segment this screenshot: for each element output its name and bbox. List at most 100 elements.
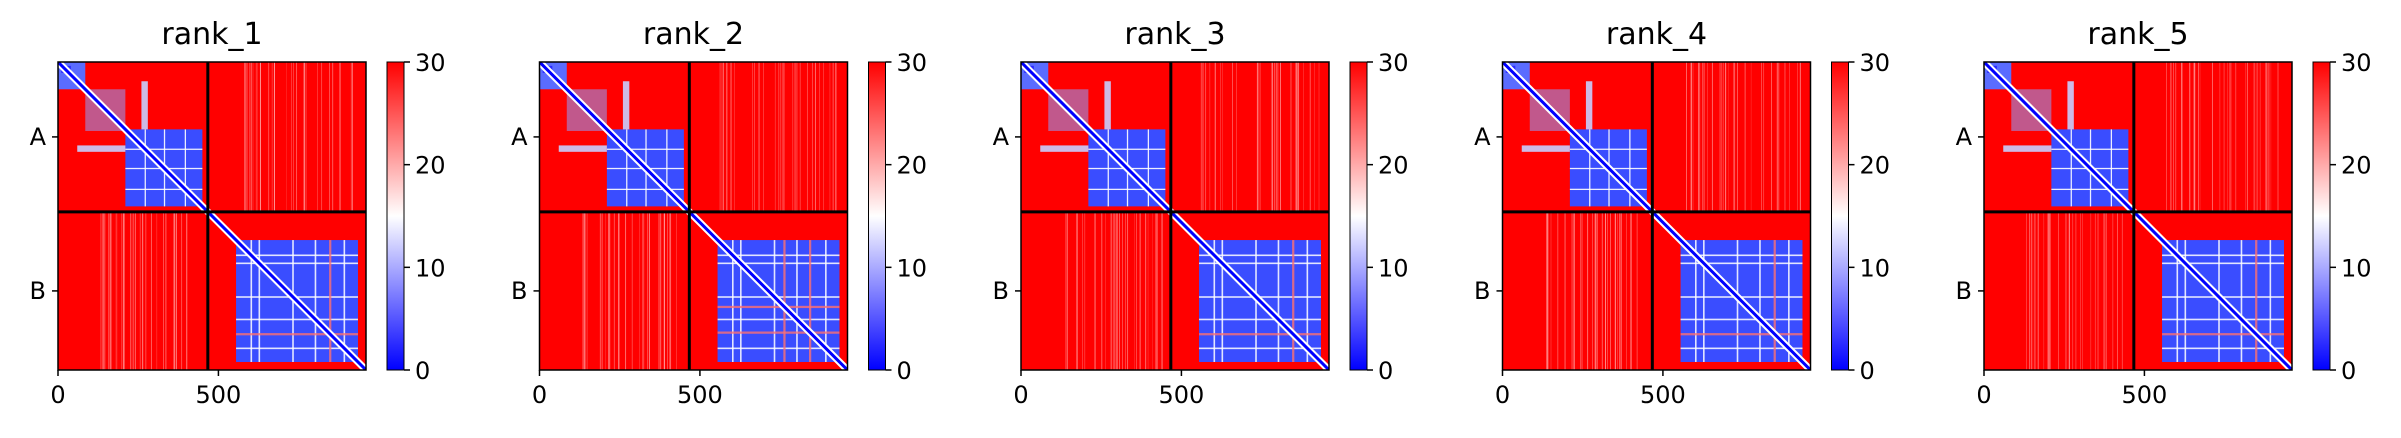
plot-frame (1501, 61, 1812, 371)
pae-streak (2121, 211, 2123, 370)
pae-streak (783, 62, 785, 212)
pae-streak (2068, 211, 2070, 370)
pae-streak (1776, 62, 1778, 212)
pae-streak (601, 211, 603, 370)
pae-error-band (717, 331, 840, 334)
pae-streak (1557, 211, 1559, 370)
pae-gap-line (2240, 240, 2243, 362)
pae-streak (613, 211, 615, 370)
colorbar-tick-label: 10 (897, 254, 928, 282)
pae-streak (329, 62, 330, 212)
pae-gap-line (1213, 240, 1216, 362)
pae-streak (1630, 211, 1632, 370)
plot-frame (1983, 61, 2293, 371)
panel-title: rank_1 (161, 17, 262, 52)
chain-label-A: A (1474, 123, 1491, 151)
pae-streak (350, 62, 352, 212)
pae-gap-line (2162, 318, 2284, 321)
pae-streak (1596, 211, 1598, 370)
pae-streak (781, 62, 783, 212)
pae-streak (1601, 211, 1603, 370)
pae-gap-line (825, 240, 827, 362)
pae-streak (2211, 62, 2213, 212)
pae-streak (2166, 62, 2167, 212)
pae-streak (1763, 62, 1765, 212)
pae-streak (1214, 62, 1216, 212)
panel-title: rank_2 (643, 17, 744, 52)
x-tick-label: 500 (1640, 381, 1686, 409)
pae-streak (1691, 62, 1693, 212)
pae-linker-band (558, 145, 607, 152)
pae-streak (2246, 62, 2248, 212)
pae-linker-band (1521, 145, 1570, 152)
pae-streak (339, 62, 341, 212)
pae-streak (1711, 62, 1713, 212)
chain-label-A: A (1956, 123, 1973, 151)
pae-streak (1594, 211, 1596, 370)
pae-gap-line (2051, 188, 2129, 191)
pae-gap-line (2269, 240, 2272, 362)
pae-streak (1737, 62, 1738, 212)
pae-streak (1725, 62, 1726, 212)
pae-streak (2198, 62, 2199, 212)
colorbar-tick-label: 20 (897, 152, 928, 180)
pae-streak (1547, 211, 1549, 370)
pae-gap-line (1221, 240, 1224, 362)
colorbar-tick-label: 0 (1378, 357, 1393, 385)
pae-streak (1280, 62, 1281, 212)
pae-streak (2048, 211, 2050, 370)
pae-streak (135, 211, 136, 370)
pae-streak (835, 62, 837, 212)
pae-streak (1065, 211, 1067, 370)
pae-streak (110, 211, 112, 370)
colorbar (386, 61, 405, 371)
pae-streak (1295, 62, 1296, 212)
pae-streak (2235, 62, 2237, 212)
pae-streak (176, 211, 177, 370)
pae-gap-line (236, 318, 358, 321)
pae-streak (1200, 62, 1202, 212)
pae-linker-band (1585, 81, 1593, 130)
pae-streak (1112, 211, 1114, 370)
chain-label-B: B (1474, 277, 1490, 305)
pae-streak (130, 211, 132, 370)
colorbar-tick-label: 30 (415, 49, 446, 77)
pae-gap-line (1088, 188, 1166, 191)
pae-streak (1155, 211, 1156, 370)
pae-gap-line (717, 347, 840, 350)
pae-streak (1619, 211, 1621, 370)
pae-streak (792, 62, 794, 212)
pae-streak (1084, 211, 1086, 370)
pae-streak (754, 62, 755, 212)
pae-streak (1232, 62, 1233, 212)
plot-frame (1020, 61, 1330, 371)
pae-streak (811, 62, 813, 212)
pae-streak (1725, 62, 1727, 212)
pae-gap-line (1147, 129, 1150, 207)
pae-streak (104, 211, 106, 370)
pae-streak (1101, 211, 1103, 370)
pae-streak (2072, 211, 2074, 370)
pae-gap-line (184, 129, 187, 207)
pae-streak (1610, 211, 1612, 370)
pae-streak (2103, 211, 2105, 370)
pae-streak (1119, 211, 1120, 370)
pae-streak (274, 62, 275, 212)
pae-streak (647, 211, 649, 370)
pae-streak (721, 62, 723, 212)
x-tick-label: 0 (1495, 381, 1510, 409)
pae-streak (293, 62, 294, 212)
pae-streak (778, 62, 780, 212)
pae-streak (1156, 211, 1158, 370)
chain-label-B: B (993, 277, 1009, 305)
pae-error-band (717, 305, 840, 309)
pae-gap-line (236, 262, 358, 265)
pae-streak (1257, 62, 1259, 212)
pae-gap-line (606, 188, 684, 191)
pae-streak (2031, 211, 2032, 370)
pae-streak (658, 211, 660, 370)
pae-streak (115, 211, 117, 370)
pae-gap-line (732, 240, 734, 362)
pae-streak (2106, 211, 2107, 370)
pae-gap-line (236, 347, 358, 350)
